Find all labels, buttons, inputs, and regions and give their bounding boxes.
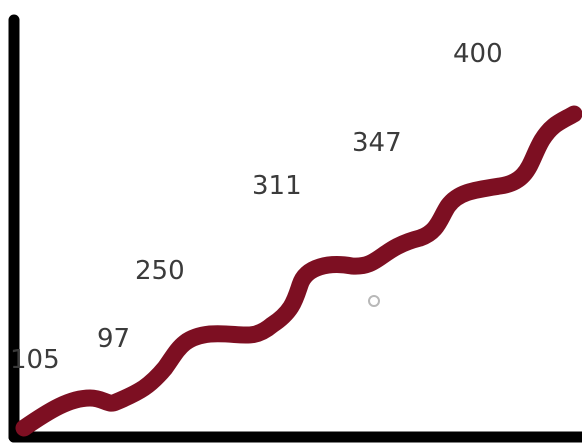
stray-marker — [368, 295, 380, 307]
data-label-1: 97 — [97, 324, 130, 354]
series-line — [15, 105, 582, 437]
data-label-5: 400 — [453, 39, 503, 69]
data-labels: 105 97 250 311 347 400 — [10, 39, 503, 375]
data-label-4: 347 — [352, 128, 402, 158]
data-label-3: 311 — [252, 171, 302, 201]
data-label-0: 105 — [10, 345, 60, 375]
data-label-2: 250 — [135, 256, 185, 286]
